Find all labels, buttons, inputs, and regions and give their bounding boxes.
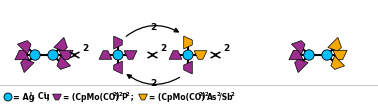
Text: I: I (43, 92, 45, 97)
Circle shape (304, 50, 314, 60)
Text: 2: 2 (205, 92, 209, 97)
Text: ;: ; (45, 92, 51, 102)
Polygon shape (21, 59, 34, 73)
Text: As: As (207, 92, 217, 102)
Polygon shape (114, 61, 122, 74)
Polygon shape (331, 56, 344, 69)
Text: 2: 2 (113, 92, 117, 97)
Text: = (CpMo(CO): = (CpMo(CO) (63, 92, 119, 102)
Text: 2: 2 (217, 92, 221, 97)
Polygon shape (294, 59, 308, 73)
Polygon shape (289, 50, 303, 60)
FancyArrowPatch shape (127, 75, 180, 84)
Polygon shape (114, 36, 122, 49)
Text: , Cu: , Cu (31, 92, 49, 102)
Text: ): ) (201, 92, 204, 102)
Text: 2: 2 (82, 44, 88, 53)
Text: 2: 2 (160, 44, 166, 53)
Polygon shape (53, 94, 61, 100)
Polygon shape (184, 61, 192, 74)
Text: = (CpMo(CO): = (CpMo(CO) (149, 92, 205, 102)
Polygon shape (328, 37, 341, 51)
Circle shape (322, 50, 332, 60)
Circle shape (30, 50, 40, 60)
Circle shape (113, 50, 123, 60)
Polygon shape (169, 51, 182, 59)
Polygon shape (333, 50, 347, 60)
Text: I: I (30, 92, 32, 97)
Text: P: P (121, 92, 127, 102)
Circle shape (183, 50, 193, 60)
Circle shape (4, 93, 12, 101)
Circle shape (48, 50, 58, 60)
Text: 2: 2 (150, 79, 156, 88)
Polygon shape (194, 51, 207, 59)
Text: ): ) (115, 92, 118, 102)
Text: 2: 2 (199, 92, 203, 97)
Polygon shape (15, 50, 29, 60)
Polygon shape (291, 41, 305, 54)
Text: 2: 2 (150, 22, 156, 31)
Polygon shape (57, 56, 71, 69)
Polygon shape (59, 50, 73, 60)
FancyArrowPatch shape (126, 26, 178, 36)
Text: 2: 2 (119, 92, 123, 97)
Polygon shape (17, 41, 31, 54)
Text: 2: 2 (231, 92, 235, 97)
Polygon shape (99, 51, 112, 59)
Text: 2: 2 (223, 44, 229, 53)
Polygon shape (54, 37, 67, 51)
Text: 2: 2 (126, 92, 130, 97)
Text: ;: ; (128, 92, 134, 102)
Polygon shape (184, 36, 192, 49)
Polygon shape (124, 51, 137, 59)
Text: = Ag: = Ag (13, 92, 34, 102)
Text: /Sb: /Sb (219, 92, 232, 102)
Polygon shape (139, 94, 147, 100)
